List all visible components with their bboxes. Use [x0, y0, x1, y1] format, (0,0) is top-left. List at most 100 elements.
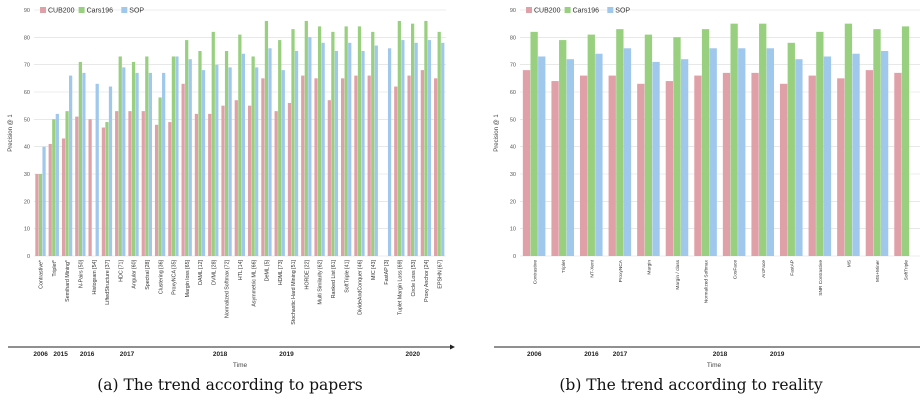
- c1-x-tick-label: Margin: [647, 260, 653, 275]
- c0-bar-cars196: [145, 56, 149, 256]
- panel-papers: 0 10 20 30 40 50 60 70 80 90 Precision @ 1 Contrast…: [8, 7, 455, 394]
- c0-x-tick-label: DAML [12]: [198, 259, 204, 284]
- c0-bar-cub200: [301, 75, 305, 256]
- c0-bar-cub200: [394, 86, 398, 257]
- c0-bar-cub200: [314, 78, 318, 256]
- c0-bar-cars196: [171, 56, 176, 256]
- c1-bar-sop: [595, 53, 603, 256]
- c1-bar-cars196: [873, 29, 881, 257]
- c0-bar-sop: [321, 42, 325, 256]
- c0-y-tick-label: 30: [24, 172, 30, 178]
- c1-x-tick-label: CosFace: [732, 260, 738, 280]
- c1-y-tick-label: 50: [510, 117, 516, 123]
- c0-x-tick-label: Histogram [54]: [92, 259, 98, 294]
- c0-bar-cars196: [357, 26, 362, 257]
- c0-x-tick-label: Circle Loss [53]: [411, 259, 417, 296]
- c0-bar-sop: [268, 48, 272, 257]
- c0-bar-sop: [308, 37, 312, 257]
- c0-y-tick-label: 0: [27, 254, 30, 260]
- c0-timeline-arrow-icon: [450, 344, 455, 350]
- c0-x-axis-label: Time: [233, 362, 248, 369]
- c0-bar-cars196: [371, 31, 375, 256]
- c0-x-tick-label: Tuplet Margin Loss [69]: [397, 259, 403, 315]
- c1-bar-sop: [680, 59, 689, 257]
- c0-x-tick-label: Semihard Mining*: [65, 260, 71, 302]
- c1-bar-sop: [623, 48, 632, 257]
- c0-bar-cars196: [211, 31, 215, 256]
- c0-bar-cub200: [234, 100, 238, 256]
- c0-x-tick-label: DivideAndConquer [46]: [358, 259, 364, 314]
- c0-bar-sop: [294, 51, 299, 256]
- c1-bar-cub200: [551, 81, 559, 256]
- c0-bar-sop: [201, 70, 206, 256]
- c0-timeline-year: 2019: [279, 351, 294, 358]
- c1-bar-cars196: [559, 40, 567, 256]
- c1-bar-cub200: [837, 78, 845, 256]
- c1-bar-cars196: [759, 23, 767, 256]
- c0-bar-sop: [334, 51, 339, 256]
- c0-timeline-year: 2020: [406, 351, 421, 358]
- c0-timeline-year: 2017: [120, 351, 135, 358]
- c1-timeline-year: 2006: [527, 351, 542, 358]
- c0-bar-cars196: [224, 51, 229, 256]
- c0-bar-sop: [228, 67, 232, 257]
- c0-y-tick-label: 40: [24, 145, 30, 151]
- c0-x-tick-label: Contrastive*: [39, 260, 45, 289]
- c1-y-tick-label: 10: [510, 227, 516, 233]
- c1-bar-cub200: [780, 83, 788, 256]
- c0-bar-sop: [148, 72, 152, 256]
- c0-x-tick-label: Proxy Anchor [24]: [424, 259, 430, 301]
- c0-x-tick-label: Spectral [28]: [145, 259, 151, 289]
- c0-y-tick-label: 20: [24, 199, 30, 205]
- c0-bar-cars196: [185, 40, 189, 256]
- c1-bar-cub200: [580, 75, 588, 256]
- c0-x-tick-label: Asymmetric ML [66]: [251, 259, 257, 306]
- c0-bar-cub200: [274, 111, 278, 256]
- c0-bar-sop: [188, 59, 192, 257]
- c0-bar-sop: [401, 40, 405, 256]
- c0-bar-cars196: [118, 56, 122, 256]
- c0-bar-cub200: [35, 174, 39, 256]
- c1-y-tick-label: 0: [513, 254, 516, 260]
- c1-bar-sop: [738, 48, 746, 257]
- c0-bar-cars196: [238, 34, 242, 256]
- c0-x-tick-label: DeML [5]: [265, 259, 271, 281]
- c0-bar-cars196: [278, 40, 282, 256]
- c1-legend-swatch-sop: [607, 7, 614, 13]
- c0-x-tick-label: Triplet*: [52, 260, 58, 277]
- c0-bar-cub200: [48, 143, 52, 256]
- c0-bar-cars196: [331, 31, 335, 256]
- c1-x-tick-label: Triplet: [561, 259, 567, 273]
- c0-bar-sop: [361, 51, 365, 256]
- c0-y-tick-label: 70: [24, 63, 30, 69]
- c0-x-tick-label: MIC [43]: [371, 259, 377, 280]
- c0-bar-cars196: [198, 51, 202, 256]
- c0-bar-sop: [374, 45, 378, 257]
- c1-x-tick-label: SoftTriple: [904, 260, 910, 281]
- c0-y-tick-label: 60: [24, 90, 30, 96]
- c0-bar-sop: [175, 56, 179, 256]
- c1-bar-cars196: [587, 34, 595, 256]
- c0-timeline-year: 2006: [33, 351, 48, 358]
- c1-bar-cub200: [694, 75, 702, 256]
- c0-bar-sop: [55, 113, 59, 256]
- c1-bar-cars196: [616, 29, 624, 257]
- c0-bar-cub200: [247, 105, 252, 257]
- c0-bar-sop: [135, 72, 139, 256]
- c0-bar-sop: [108, 86, 113, 257]
- c0-bar-sop: [95, 83, 99, 256]
- c1-x-tick-label: ArcFace: [761, 260, 767, 278]
- c0-legend-label-sop: SOP: [129, 8, 144, 15]
- c1-bar-cub200: [808, 75, 816, 256]
- c0-bar-cub200: [194, 113, 199, 256]
- c0-bar-cub200: [101, 127, 106, 257]
- c0-bar-cub200: [75, 116, 79, 256]
- c1-bar-cars196: [816, 31, 824, 256]
- c0-y-tick-label: 50: [24, 117, 30, 123]
- c0-bar-cars196: [317, 26, 322, 257]
- c0-bar-sop: [241, 53, 246, 256]
- caption-reality-text: (b) The trend according to reality: [559, 376, 823, 394]
- c0-bar-cub200: [367, 75, 371, 256]
- c0-bar-sop: [42, 146, 46, 256]
- c0-legend-label-cars196: Cars196: [87, 8, 114, 15]
